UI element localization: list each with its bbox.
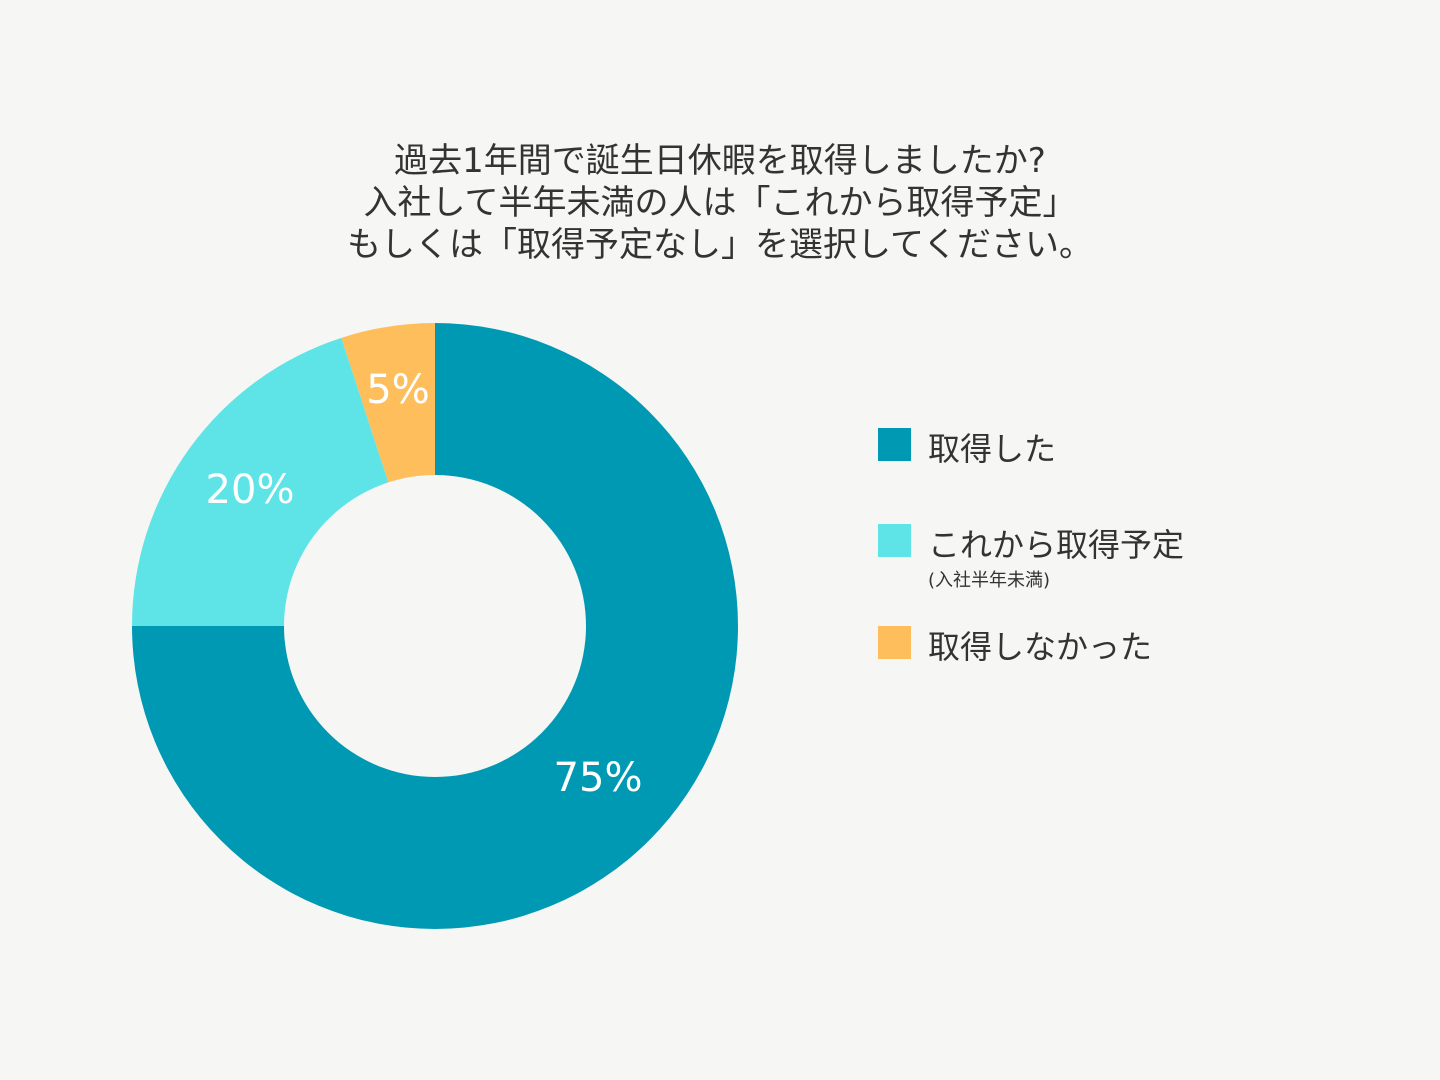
- slice-taken: [132, 323, 738, 929]
- slice-label-not-taken: 5%: [366, 367, 429, 413]
- slice-label-planned: 20%: [206, 467, 295, 513]
- legend-label-taken: 取得した: [928, 430, 1057, 468]
- chart-title-line-2: 入社して半年未満の人は「これから取得予定」: [363, 183, 1077, 223]
- chart-title-line-1: 過去1年間で誕生日休暇を取得しましたか?: [394, 141, 1046, 181]
- slice-planned: [132, 337, 389, 626]
- slice-not-taken: [341, 323, 435, 483]
- legend-note-planned: (入社半年未満): [928, 570, 1051, 591]
- legend-swatch-not-taken: [878, 626, 911, 659]
- legend-swatch-taken: [878, 428, 911, 461]
- legend-swatch-planned: [878, 524, 911, 557]
- legend-label-planned: これから取得予定: [928, 526, 1185, 564]
- chart-title: 過去1年間で誕生日休暇を取得しましたか? 入社して半年未満の人は「これから取得予…: [0, 140, 1440, 266]
- slice-label-taken: 75%: [554, 755, 643, 801]
- chart-title-line-3: もしくは「取得予定なし」を選択してください。: [347, 225, 1093, 265]
- legend-label-not-taken: 取得しなかった: [928, 628, 1153, 666]
